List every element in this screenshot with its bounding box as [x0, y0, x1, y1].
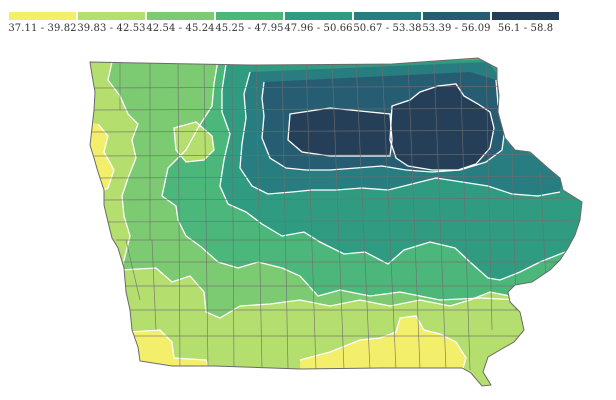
legend-swatch: [78, 12, 145, 20]
legend-swatch: [423, 12, 490, 20]
legend-item: 45.25 - 47.95: [215, 10, 284, 40]
zone-37-40[interactable]: [300, 316, 466, 372]
map-fill-layer: [80, 58, 582, 386]
legend-label: 53.39 - 56.09: [422, 23, 491, 34]
legend-swatch: [285, 12, 352, 20]
legend-swatch: [492, 12, 559, 20]
legend-label: 47.96 - 50.66: [284, 23, 353, 34]
legend: 37.11 - 39.82 39.83 - 42.53 42.54 - 45.2…: [8, 10, 560, 40]
legend-label: 56.1 - 58.8: [497, 23, 554, 34]
zone-56-59[interactable]: [288, 108, 392, 156]
legend-item: 47.96 - 50.66: [284, 10, 353, 40]
legend-item: 53.39 - 56.09: [422, 10, 491, 40]
legend-swatch: [216, 12, 283, 20]
legend-item: 37.11 - 39.82: [8, 10, 77, 40]
legend-item: 56.1 - 58.8: [491, 10, 560, 40]
legend-item: 50.67 - 53.38: [353, 10, 422, 40]
zone-56-59[interactable]: [390, 84, 494, 170]
legend-swatch: [354, 12, 421, 20]
legend-item: 39.83 - 42.53: [77, 10, 146, 40]
legend-label: 45.25 - 47.95: [215, 23, 284, 34]
legend-swatch: [9, 12, 76, 20]
zone-37-40[interactable]: [80, 120, 114, 196]
contour-lines: [91, 59, 582, 373]
legend-label: 37.11 - 39.82: [8, 23, 77, 34]
zone-37-40[interactable]: [130, 330, 210, 372]
legend-swatch: [147, 12, 214, 20]
legend-label: 42.54 - 45.24: [146, 23, 215, 34]
legend-label: 39.83 - 42.53: [77, 23, 146, 34]
legend-label: 50.67 - 53.38: [353, 23, 422, 34]
legend-item: 42.54 - 45.24: [146, 10, 215, 40]
